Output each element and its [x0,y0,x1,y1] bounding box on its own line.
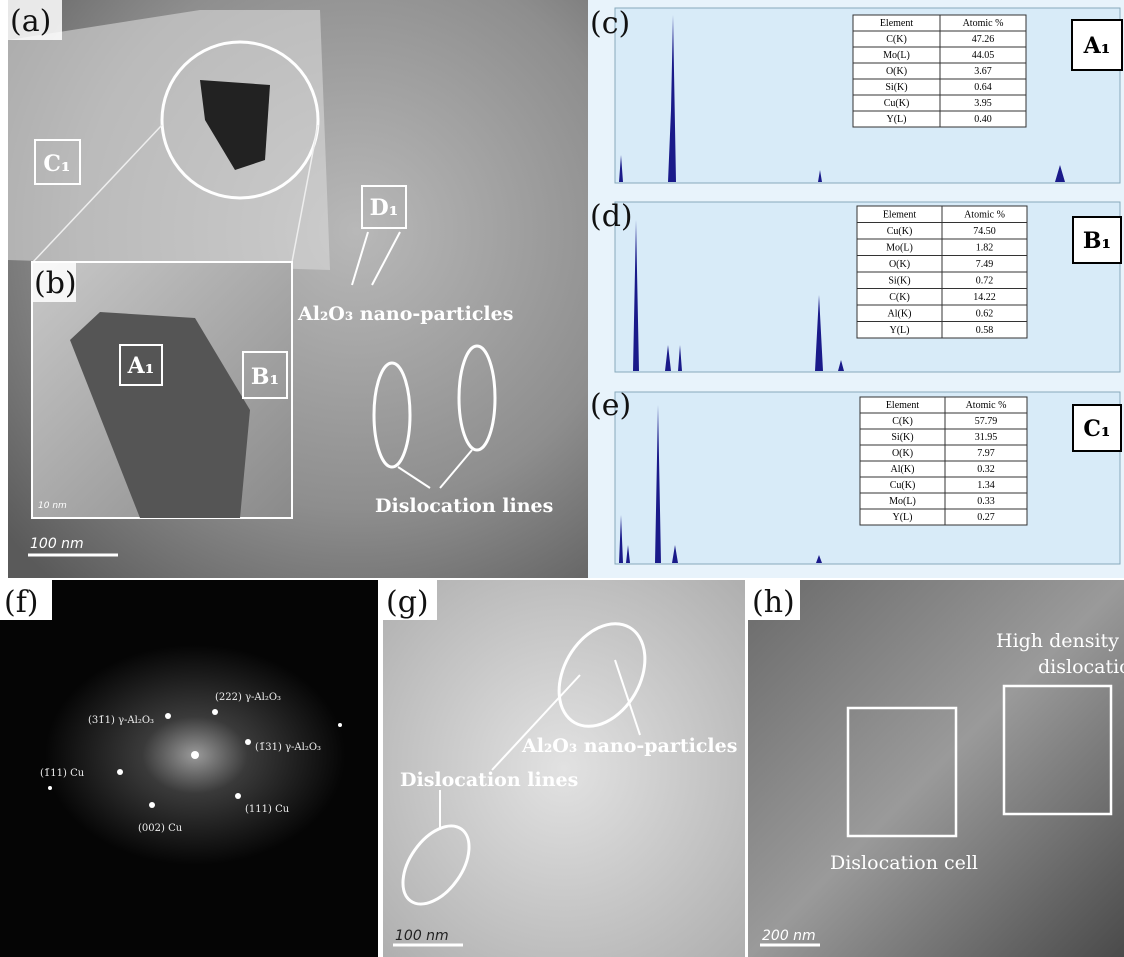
table-cell: O(K) [886,66,907,77]
table-cell: 3.95 [974,98,992,109]
region-label: A₁ [127,353,155,379]
annotation: dislocation [1038,656,1124,678]
table-cell: 0.64 [974,82,992,93]
panel-f: (222) γ-Al₂O₃ (31̄1) γ-Al₂O₃ (1̄31) γ-Al… [0,580,378,957]
table-cell: 0.72 [976,276,994,287]
spot-label: (1̄11) Cu [40,768,85,779]
table-cell: 3.67 [974,66,992,77]
spot-label: A₁ [1083,33,1111,59]
panel-label: (a) [10,4,51,39]
panel-label: (e) [590,388,631,423]
table-cell: 44.05 [972,50,995,61]
table-cell: 74.50 [973,226,996,237]
table-cell: C(K) [886,34,907,45]
spot-label: (1̄31) γ-Al₂O₃ [255,742,321,753]
panel-label: (b) [34,266,77,301]
panel-d: B₁ (d) [588,195,1124,385]
panel-label: (d) [590,199,633,234]
scale-label: 200 nm [762,928,816,944]
table-header: Element [886,400,920,411]
panel-h: High density dislocation Dislocation cel… [748,580,1124,957]
annotation: Dislocation cell [830,852,978,874]
annotation: High density [996,630,1119,652]
table-cell: 14.22 [973,292,996,303]
region-label: B₁ [251,364,279,390]
scale-label: 100 nm [30,536,84,552]
table-cell: 7.49 [976,259,994,270]
table-cell: 7.97 [977,448,995,459]
panel-label: (f) [4,585,39,620]
region-label: C₁ [43,151,70,177]
table-cell: Si(K) [891,432,913,443]
table-header: Element [880,18,914,29]
spot-label: (002) Cu [138,823,183,834]
table-cell: 1.34 [977,480,995,491]
figure: C₁ D₁ Al₂O₃ nano-particles Dislocation l… [0,0,1124,957]
table-cell: 0.40 [974,114,992,125]
spot-label: (111) Cu [245,804,290,815]
table-cell: 1.82 [976,243,994,254]
table-cell: 0.32 [977,464,995,475]
table-header: Element [883,210,917,221]
table-cell: 0.27 [977,512,995,523]
table-header: Atomic % [964,210,1005,221]
table-cell: Mo(L) [889,496,916,507]
table-cell: Y(L) [887,114,907,125]
table-cell: 31.95 [975,432,998,443]
table-cell: C(K) [892,416,913,427]
annotation: Al₂O₃ nano-particles [297,303,513,325]
table-cell: 47.26 [972,34,995,45]
annotation: Dislocation lines [375,495,553,517]
panel-e: C₁ (e) [588,385,1124,578]
panel-label: (c) [590,6,630,41]
spot-label: (31̄1) γ-Al₂O₃ [88,715,154,726]
panel-label: (h) [752,585,795,620]
table-cell: O(K) [892,448,913,459]
table-cell: Mo(L) [883,50,910,61]
table-cell: Al(K) [891,464,915,475]
table-cell: Y(L) [893,512,913,523]
table-cell: Cu(K) [890,480,916,491]
table-cell: C(K) [889,292,910,303]
annotation: Al₂O₃ nano-particles [521,735,737,757]
scale-label: 100 nm [395,928,449,944]
panel-g: Al₂O₃ nano-particles Dislocation lines 1… [383,580,745,957]
panel-b: A₁ B₁ 10 nm (b) [32,262,292,518]
panel-label: (g) [386,585,429,620]
table-cell: Al(K) [888,309,912,320]
table-cell: 0.33 [977,496,995,507]
table-cell: 0.62 [976,309,994,320]
table-cell: 57.79 [975,416,998,427]
table-cell: Cu(K) [887,226,913,237]
table-cell: O(K) [889,259,910,270]
spot-label: (222) γ-Al₂O₃ [215,692,281,703]
table-cell: 0.58 [976,325,994,336]
region-label: D₁ [370,195,399,221]
scale-label: 10 nm [38,501,67,511]
table-header: Atomic % [963,18,1004,29]
spot-label: B₁ [1083,228,1111,254]
table-cell: Y(L) [890,325,910,336]
spot-label: C₁ [1083,416,1110,442]
table-cell: Mo(L) [886,243,913,254]
table-cell: Cu(K) [884,98,910,109]
table-cell: Si(K) [885,82,907,93]
annotation: Dislocation lines [400,769,578,791]
table-cell: Si(K) [888,276,910,287]
table-header: Atomic % [966,400,1007,411]
